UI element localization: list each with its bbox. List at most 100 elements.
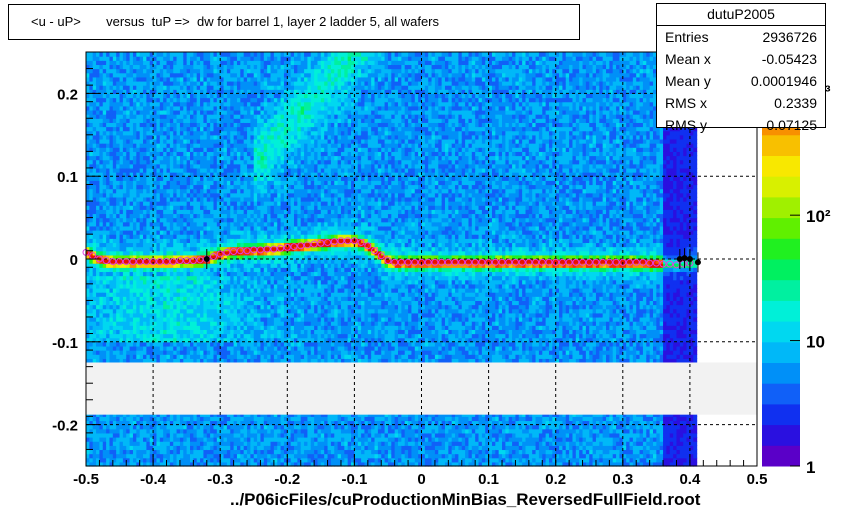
heatmap-cell xyxy=(177,69,181,74)
heatmap-cell xyxy=(103,445,107,450)
heatmap-cell xyxy=(230,110,234,115)
heatmap-cell xyxy=(109,64,113,69)
heatmap-cell xyxy=(170,234,174,239)
heatmap-cell xyxy=(210,93,214,98)
heatmap-cell xyxy=(103,209,107,214)
heatmap-cell xyxy=(126,416,130,421)
heatmap-cell xyxy=(224,110,228,115)
heatmap-cell xyxy=(120,309,124,314)
heatmap-cell xyxy=(126,139,130,144)
heatmap-cell xyxy=(244,234,248,239)
heatmap-cell xyxy=(86,102,90,107)
heatmap-cell xyxy=(93,429,97,434)
heatmap-cell xyxy=(230,325,234,330)
heatmap-cell xyxy=(210,321,214,326)
heatmap-cell xyxy=(116,350,120,355)
heatmap-cell xyxy=(190,160,194,165)
heatmap-cell xyxy=(244,437,248,442)
heatmap-cell xyxy=(103,156,107,161)
heatmap-cell xyxy=(190,325,194,330)
heatmap-cell xyxy=(109,358,113,363)
heatmap-cell xyxy=(244,445,248,450)
heatmap-cell xyxy=(183,81,187,86)
heatmap-cell xyxy=(143,180,147,185)
heatmap-cell xyxy=(224,300,228,305)
heatmap-cell xyxy=(210,445,214,450)
heatmap-cell xyxy=(116,267,120,272)
heatmap-cell xyxy=(109,176,113,181)
heatmap-cell xyxy=(163,168,167,173)
heatmap-cell xyxy=(200,176,204,181)
heatmap-cell xyxy=(163,267,167,272)
heatmap-cell xyxy=(237,106,241,111)
heatmap-cell xyxy=(230,296,234,301)
heatmap-cell xyxy=(197,135,201,140)
heatmap-cell xyxy=(224,106,228,111)
heatmap-cell xyxy=(109,454,113,459)
heatmap-cell xyxy=(156,184,160,189)
heatmap-cell xyxy=(120,458,124,463)
heatmap-cell xyxy=(156,325,160,330)
heatmap-cell xyxy=(109,437,113,442)
heatmap-cell xyxy=(116,251,120,256)
heatmap-cell xyxy=(177,346,181,351)
heatmap-cell xyxy=(116,300,120,305)
heatmap-cell xyxy=(93,309,97,314)
heatmap-cell xyxy=(224,122,228,127)
heatmap-cell xyxy=(116,342,120,347)
heatmap-cell xyxy=(200,296,204,301)
heatmap-cell xyxy=(143,350,147,355)
heatmap-cell xyxy=(116,64,120,69)
heatmap-cell xyxy=(116,247,120,252)
heatmap-cell xyxy=(103,342,107,347)
heatmap-cell xyxy=(143,52,147,57)
heatmap-cell xyxy=(143,238,147,243)
heatmap-cell xyxy=(163,98,167,103)
heatmap-cell xyxy=(250,77,254,82)
heatmap-cell xyxy=(163,305,167,310)
heatmap-cell xyxy=(230,313,234,318)
heatmap-cell xyxy=(143,118,147,123)
heatmap-cell xyxy=(156,114,160,119)
heatmap-cell xyxy=(109,280,113,285)
heatmap-cell xyxy=(237,325,241,330)
heatmap-cell xyxy=(244,135,248,140)
heatmap-cell xyxy=(224,321,228,326)
heatmap-cell xyxy=(109,296,113,301)
heatmap-cell xyxy=(93,449,97,454)
heatmap-cell xyxy=(190,147,194,152)
heatmap-cell xyxy=(197,342,201,347)
heatmap-cell xyxy=(190,114,194,119)
heatmap-cell xyxy=(224,329,228,334)
heatmap-cell xyxy=(103,251,107,256)
heatmap-cell xyxy=(143,176,147,181)
heatmap-cell xyxy=(237,284,241,289)
heatmap-cell xyxy=(237,189,241,194)
heatmap-cell xyxy=(183,164,187,169)
heatmap-cell xyxy=(200,147,204,152)
heatmap-cell xyxy=(224,147,228,152)
heatmap-cell xyxy=(109,445,113,450)
heatmap-cell xyxy=(163,139,167,144)
heatmap-cell xyxy=(250,425,254,430)
heatmap-cell xyxy=(250,197,254,202)
heatmap-cell xyxy=(156,454,160,459)
heatmap-cell xyxy=(103,135,107,140)
heatmap-cell xyxy=(156,102,160,107)
heatmap-cell xyxy=(103,197,107,202)
heatmap-cell xyxy=(120,226,124,231)
heatmap-cell xyxy=(133,449,137,454)
heatmap-cell xyxy=(200,276,204,281)
heatmap-cell xyxy=(126,317,130,322)
heatmap-cell xyxy=(116,234,120,239)
heatmap-cell xyxy=(190,296,194,301)
heatmap-cell xyxy=(120,350,124,355)
heatmap-cell xyxy=(133,205,137,210)
heatmap-cell xyxy=(86,276,90,281)
heatmap-cell xyxy=(177,60,181,65)
heatmap-cell xyxy=(230,437,234,442)
heatmap-cell xyxy=(177,288,181,293)
heatmap-cell xyxy=(93,114,97,119)
heatmap-cell xyxy=(93,218,97,223)
heatmap-cell xyxy=(183,222,187,227)
